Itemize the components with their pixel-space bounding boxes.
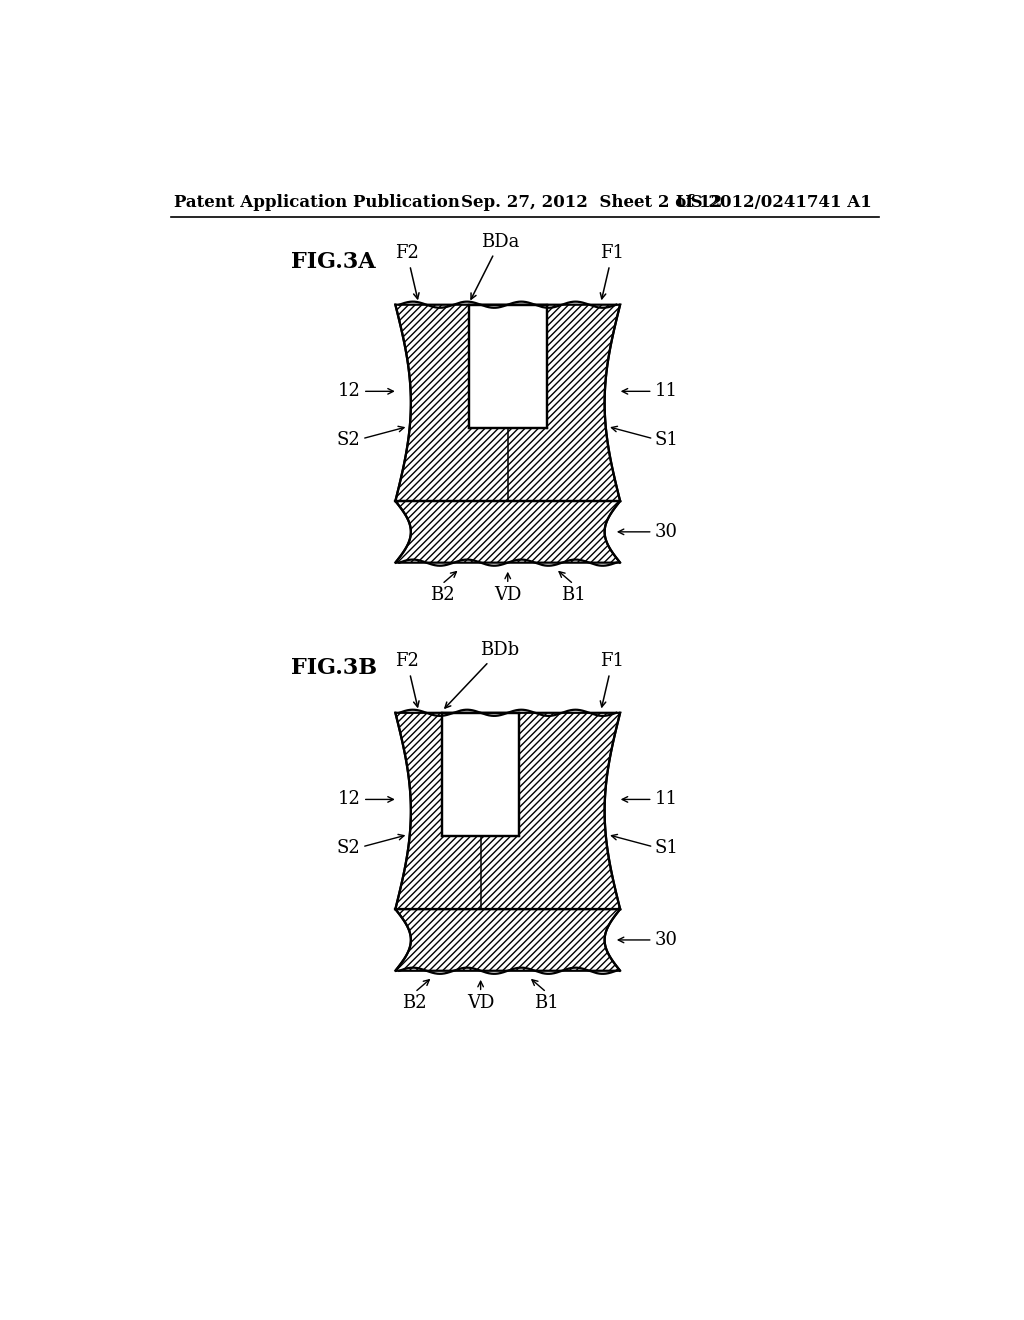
Text: 12: 12 xyxy=(338,383,360,400)
Text: B2: B2 xyxy=(429,586,455,603)
Text: S1: S1 xyxy=(655,840,679,858)
Text: F1: F1 xyxy=(600,652,625,708)
Text: Patent Application Publication: Patent Application Publication xyxy=(174,194,461,211)
Text: F1: F1 xyxy=(600,244,625,298)
Text: B2: B2 xyxy=(402,994,427,1012)
Text: F2: F2 xyxy=(395,244,419,298)
Polygon shape xyxy=(395,713,621,909)
Text: US 2012/0241741 A1: US 2012/0241741 A1 xyxy=(676,194,872,211)
Text: 30: 30 xyxy=(655,523,678,541)
Text: B1: B1 xyxy=(561,586,586,603)
Text: S1: S1 xyxy=(655,432,679,449)
Polygon shape xyxy=(395,305,621,502)
Text: F2: F2 xyxy=(395,652,419,708)
Text: S2: S2 xyxy=(337,432,360,449)
Text: VD: VD xyxy=(494,586,521,603)
Text: S2: S2 xyxy=(337,840,360,858)
Text: VD: VD xyxy=(467,994,495,1012)
Polygon shape xyxy=(469,305,547,428)
Text: 11: 11 xyxy=(655,791,678,808)
Text: 30: 30 xyxy=(655,931,678,949)
Polygon shape xyxy=(395,502,621,562)
Polygon shape xyxy=(442,713,519,836)
Polygon shape xyxy=(395,909,621,970)
Text: FIG.3B: FIG.3B xyxy=(291,657,377,680)
Text: FIG.3A: FIG.3A xyxy=(291,251,376,273)
Text: 11: 11 xyxy=(655,383,678,400)
Text: Sep. 27, 2012  Sheet 2 of 12: Sep. 27, 2012 Sheet 2 of 12 xyxy=(461,194,723,211)
Text: BDa: BDa xyxy=(471,232,519,300)
Text: 12: 12 xyxy=(338,791,360,808)
Text: BDb: BDb xyxy=(445,642,519,708)
Text: B1: B1 xyxy=(535,994,559,1012)
